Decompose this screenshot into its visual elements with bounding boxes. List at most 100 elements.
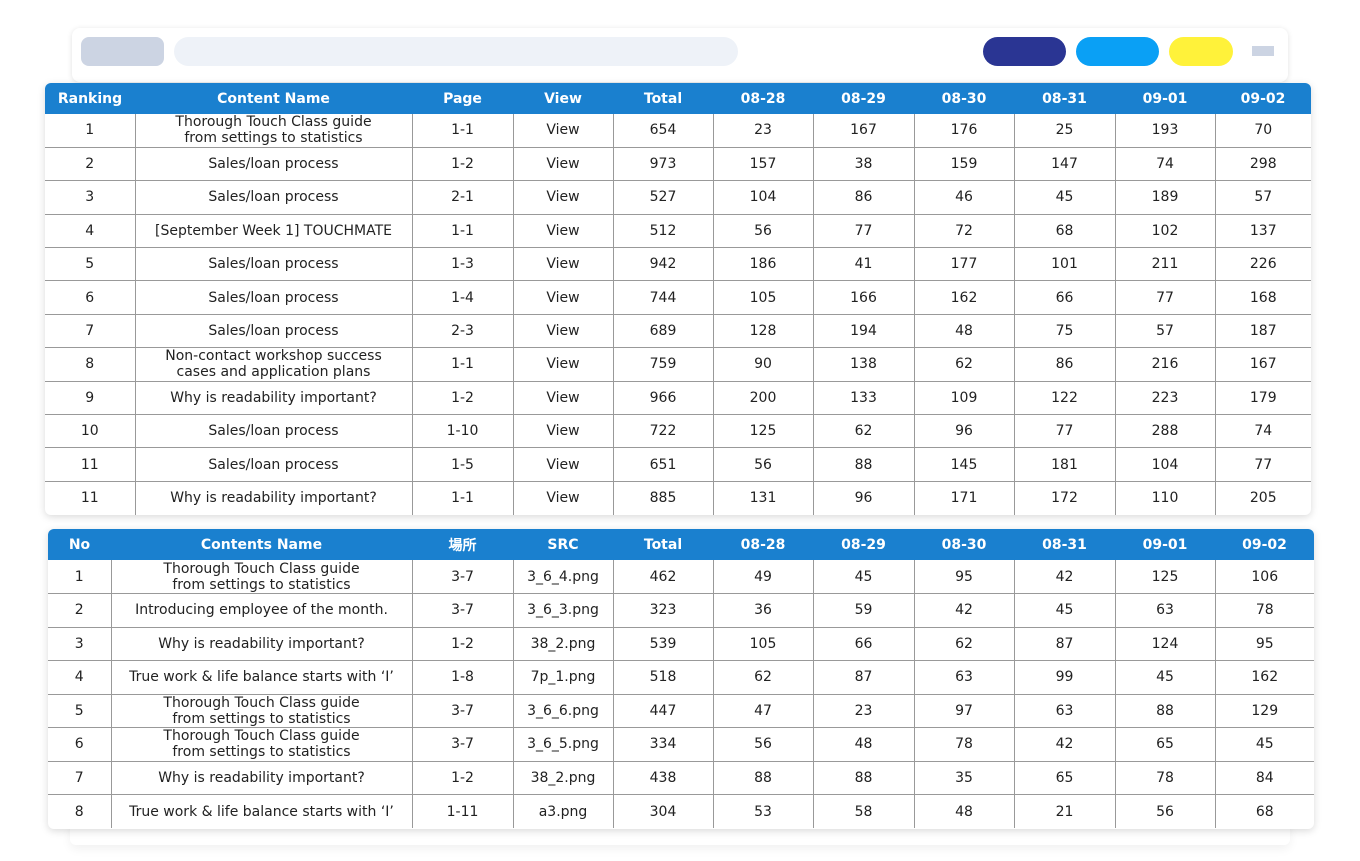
cell: Thorough Touch Class guide from settings… xyxy=(134,114,413,148)
cell: 138 xyxy=(812,347,915,382)
cell: 88 xyxy=(812,447,915,482)
cell: 45 xyxy=(1013,593,1116,628)
cell: 78 xyxy=(1214,593,1314,628)
cell: 3-7 xyxy=(411,727,514,762)
cell: 3_6_4.png xyxy=(512,560,614,594)
button[interactable] xyxy=(1169,37,1233,66)
cell: 1-1 xyxy=(411,481,514,515)
cell: 72 xyxy=(913,214,1015,249)
cell: 1-8 xyxy=(411,660,514,695)
cell: 106 xyxy=(1214,560,1314,594)
cell: 539 xyxy=(612,627,714,661)
cell: 47 xyxy=(712,694,814,728)
cell: 973 xyxy=(612,147,714,182)
cell: Why is readability important? xyxy=(134,481,413,515)
cell: View xyxy=(512,114,614,148)
cell: 288 xyxy=(1114,414,1216,449)
cell: 3 xyxy=(48,627,112,661)
header-cell: 08-30 xyxy=(914,529,1014,560)
button[interactable] xyxy=(983,37,1066,66)
cell: 334 xyxy=(612,727,714,762)
cell: 66 xyxy=(812,627,915,661)
header-cell: View xyxy=(513,83,613,114)
cell: 86 xyxy=(1013,347,1116,382)
cell: Sales/loan process xyxy=(134,247,413,282)
cell: 125 xyxy=(712,414,814,449)
header-cell: 08-28 xyxy=(713,529,813,560)
cell: 62 xyxy=(913,347,1015,382)
cell: 78 xyxy=(1114,761,1216,795)
cell: Why is readability important? xyxy=(110,761,413,795)
icon[interactable] xyxy=(1252,46,1274,56)
cell: 5 xyxy=(48,694,112,728)
cell: 56 xyxy=(712,447,814,482)
cell: 62 xyxy=(913,627,1015,661)
cell: 96 xyxy=(913,414,1015,449)
cell: 125 xyxy=(1114,560,1216,594)
cell: 97 xyxy=(913,694,1015,728)
cell: 1-5 xyxy=(411,447,514,482)
cell: 216 xyxy=(1114,347,1216,382)
cell: 38 xyxy=(812,147,915,182)
cell: 194 xyxy=(812,314,915,349)
cell: 48 xyxy=(913,794,1015,828)
cell: 2-3 xyxy=(411,314,514,349)
cell: 651 xyxy=(612,447,714,482)
cell: 56 xyxy=(712,214,814,249)
cell: 62 xyxy=(812,414,915,449)
cell: 157 xyxy=(712,147,814,182)
cell: 7 xyxy=(48,761,112,795)
cell: 7 xyxy=(45,314,136,349)
row: 11 Why is readability important? 1-1 View 88… xyxy=(45,481,1311,515)
cell: 3_6_3.png xyxy=(512,593,614,628)
header-cell: 08-30 xyxy=(914,83,1014,114)
header-cell: 08-31 xyxy=(1014,83,1115,114)
cell: 77 xyxy=(1013,414,1116,449)
cell: 42 xyxy=(1013,560,1116,594)
cell: 35 xyxy=(913,761,1015,795)
button[interactable] xyxy=(1076,37,1159,66)
cell: 68 xyxy=(1214,794,1314,828)
cell: 48 xyxy=(812,727,915,762)
header-cell: 09-01 xyxy=(1115,83,1215,114)
cell: 45 xyxy=(812,560,915,594)
cell: 10 xyxy=(45,414,136,449)
row: 2 Sales/loan process 1-2 View 973 157 38 159 147… xyxy=(45,147,1311,182)
row: 1 Thorough Touch Class guide from setting… xyxy=(45,114,1311,148)
cell: 1-10 xyxy=(411,414,514,449)
cell: 87 xyxy=(1013,627,1116,661)
cell: 45 xyxy=(1013,180,1116,215)
cell: 1-1 xyxy=(411,214,514,249)
cell: 65 xyxy=(1114,727,1216,762)
cell: 11 xyxy=(45,447,136,482)
header-cell: 08-29 xyxy=(813,83,914,114)
row: 5 Sales/loan process 1-3 View 942 186 41 177 101… xyxy=(45,247,1311,282)
cell: 181 xyxy=(1013,447,1116,482)
row: 10 Sales/loan process 1-10 View 722 125 62 96 77… xyxy=(45,414,1311,449)
cell: 193 xyxy=(1114,114,1216,148)
cell: 1-2 xyxy=(411,147,514,182)
row: 11 Sales/loan process 1-5 View 651 56 88 145 181… xyxy=(45,447,1311,482)
cell: 211 xyxy=(1114,247,1216,282)
cell: 4 xyxy=(48,660,112,695)
cell: 179 xyxy=(1214,381,1311,416)
cell: 59 xyxy=(812,593,915,628)
header-cell: Total xyxy=(613,83,713,114)
header-cell: Total xyxy=(613,529,713,560)
cell: [September Week 1] TOUCHMATE xyxy=(134,214,413,249)
cell: 3-7 xyxy=(411,694,514,728)
cell: 95 xyxy=(1214,627,1314,661)
cell: 145 xyxy=(913,447,1015,482)
cell: Thorough Touch Class guide from settings… xyxy=(110,727,413,762)
cell: 187 xyxy=(1214,314,1311,349)
cell: 38_2.png xyxy=(512,761,614,795)
cell: View xyxy=(512,280,614,315)
cell: 3 xyxy=(45,180,136,215)
cell: 129 xyxy=(1214,694,1314,728)
cell: 128 xyxy=(712,314,814,349)
cell: 63 xyxy=(1114,593,1216,628)
cell: 77 xyxy=(1114,280,1216,315)
row: 4 [September Week 1] TOUCHMATE 1-1 View 512 5… xyxy=(45,214,1311,249)
search-bar[interactable] xyxy=(174,37,738,66)
cell: 42 xyxy=(913,593,1015,628)
